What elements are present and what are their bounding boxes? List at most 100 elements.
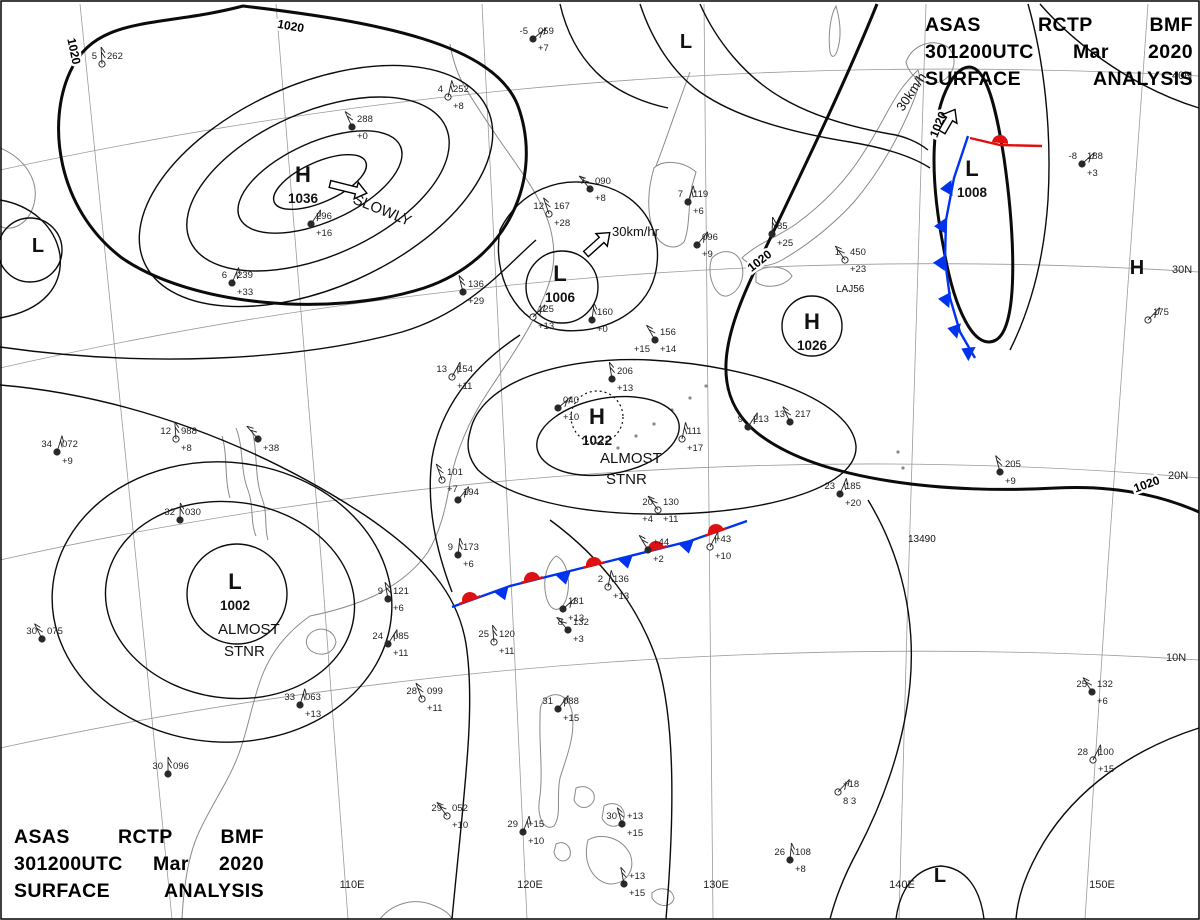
station-plot: 7 119 +6	[678, 185, 708, 217]
wind-barb-tick	[564, 400, 568, 408]
station-value: 252	[453, 84, 469, 95]
pressure-symbol: H	[589, 404, 605, 429]
station-value: 20	[642, 497, 653, 508]
wind-barb-icon	[231, 267, 240, 284]
wind-barb-tick	[174, 426, 180, 434]
station-value: +28	[554, 218, 570, 229]
wind-barb-tick	[344, 111, 352, 116]
cold-front-triangle-icon	[938, 292, 951, 308]
wind-barb-icon	[591, 303, 595, 321]
wind-barb-tick	[685, 422, 689, 430]
wind-barb-tick	[302, 693, 306, 701]
station-value: +8	[453, 101, 464, 112]
wind-barb-tick	[544, 202, 551, 208]
chart-type: SURFACE ANALYSIS	[925, 68, 1193, 90]
annotation-text: LAJ56	[836, 284, 865, 295]
wind-barb-tick	[526, 820, 529, 828]
motion-arrow-icon	[328, 179, 368, 200]
wind-barb-tick	[706, 231, 709, 239]
wind-barb-icon	[299, 688, 306, 706]
coast-primorye	[655, 71, 691, 167]
station-value: 131	[568, 596, 584, 607]
station-plot: +38	[246, 425, 279, 454]
station-plot: 9 121 +6	[378, 582, 409, 614]
station-value: 34	[41, 439, 52, 450]
station-value: 088	[563, 696, 579, 707]
wind-barb-icon	[834, 245, 846, 261]
terrain-squiggle-1	[235, 427, 257, 537]
isobar-open-10	[1039, 3, 1200, 109]
low-pressure-center: L 1008	[957, 156, 988, 200]
wind-barb-tick	[451, 80, 455, 88]
coast-hokkaido	[905, 42, 955, 84]
station-value: 4	[438, 84, 443, 95]
wind-barb-icon	[457, 538, 461, 556]
station-plot: 29 +15 +10	[507, 815, 544, 847]
station-plot: 136 +29	[458, 275, 484, 307]
wind-barb-icon	[447, 80, 453, 98]
isobar-left-low-outer	[0, 199, 61, 319]
wind-barb-tick	[1097, 749, 1100, 757]
coast-sakhalin	[828, 4, 841, 57]
wind-barb-icon	[681, 422, 686, 440]
longitude-label: 150E	[1089, 879, 1115, 891]
station-plot: 9 173 +6	[448, 537, 479, 570]
wind-barb-tick	[36, 627, 43, 633]
wind-barb-tick	[415, 682, 422, 688]
meridian-140e	[898, 3, 927, 920]
axis-labels-layer: 110E 120E 130E 140E 150E 40N 30N 20N 10N	[340, 70, 1193, 891]
station-plot: 156 +15 +14	[634, 324, 676, 355]
station-value: +33	[237, 287, 253, 298]
wind-barb-tick	[238, 267, 241, 275]
isobar-high-1022-outer	[467, 358, 857, 515]
wind-barb-tick	[692, 185, 696, 193]
wind-barb-tick	[458, 543, 463, 550]
wind-barb-tick	[100, 46, 106, 54]
pressure-value: 1006	[545, 290, 576, 305]
annotation-text: 30km/hr	[612, 224, 660, 239]
wind-barb-icon	[607, 570, 612, 588]
station-value: 31	[542, 696, 553, 707]
station-value: +15	[1098, 764, 1114, 775]
isobar-open-8	[699, 3, 929, 151]
station-value: 29	[431, 803, 442, 814]
wind-barb-tick	[1082, 677, 1090, 682]
isobar-value-label: 1020	[276, 17, 305, 35]
wind-barb-tick	[647, 495, 655, 500]
station-value: +13	[568, 613, 584, 624]
longitude-label: 110E	[340, 879, 365, 891]
high-pressure-center: H 1026	[797, 309, 828, 353]
station-plot: 096 +9	[693, 231, 718, 260]
station-plot: 30 +13 +15	[606, 807, 643, 839]
valid-time: 301200UTC Mar 2020	[925, 41, 1193, 63]
wind-barb-tick	[1088, 155, 1092, 163]
isobar-open-5	[1015, 727, 1200, 920]
pressure-symbol: L	[32, 235, 44, 257]
wind-barb-tick	[578, 175, 586, 179]
wind-barb-tick	[717, 531, 719, 539]
warm-front-semicircle-icon	[992, 135, 1008, 144]
station-value: +8	[795, 864, 806, 875]
station-value: 090	[595, 176, 611, 187]
wind-barb-tick	[34, 623, 41, 628]
wind-barb-tick	[458, 275, 465, 281]
station-value: 059	[538, 26, 554, 37]
wind-barb-tick	[782, 406, 789, 411]
station-plot: 34 072 +9	[41, 435, 78, 467]
wind-barb-tick	[417, 687, 424, 693]
station-value: +13	[629, 871, 645, 882]
valid-time-bottom: 301200UTC Mar 2020	[14, 853, 264, 875]
station-value: -5	[520, 26, 528, 37]
isobar-1020-main	[724, 3, 1200, 514]
station-plot: +13 +15	[620, 867, 645, 899]
station-value: 7	[678, 189, 683, 200]
pressure-symbol: H	[804, 309, 820, 334]
wind-barb-icon	[578, 175, 591, 190]
station-plot: 131 +13	[559, 596, 584, 624]
wind-barb-icon	[1147, 307, 1160, 321]
wind-barb-tick	[61, 435, 65, 443]
station-value: 9	[448, 542, 453, 553]
station-value: 7	[580, 176, 585, 187]
product-id: ASAS RCTP BMF	[925, 14, 1193, 36]
